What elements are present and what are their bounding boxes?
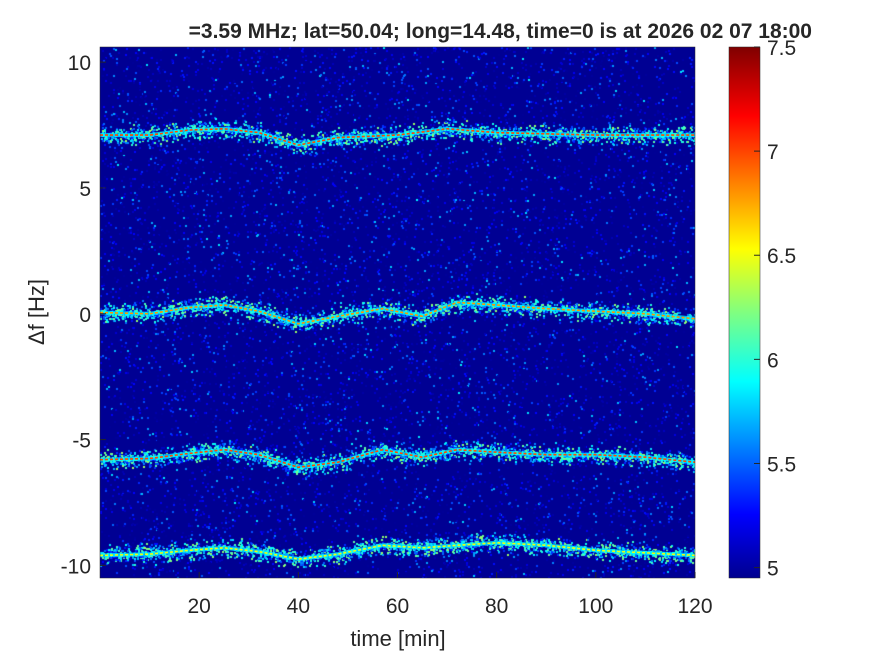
x-axis: 20 40 60 80 100 120 [187,572,713,618]
y-tick-label: 0 [79,304,91,327]
colorbar-tick-label: 6.5 [767,245,796,268]
colorbar-tick-label: 7 [767,141,779,164]
y-axis-label: Δf [Hz] [24,279,49,345]
ridge-line-0 [100,127,695,146]
colorbar-tick-label: 5 [767,558,779,581]
y-tick-label: 10 [68,52,91,75]
x-tick-label: 40 [287,595,310,618]
ridge-line-3 [100,541,695,560]
chart-title: =3.59 MHz; lat=50.04; long=14.48, time=0… [189,20,812,43]
colorbar-tick-label: 5.5 [767,453,796,476]
colorbar-tick-label: 6 [767,349,779,372]
ridge-halo-3 [100,540,695,562]
x-tick-label: 20 [187,595,210,618]
x-axis-label: time [min] [350,626,445,651]
ridge-line-2 [100,448,695,469]
y-axis: -10 -5 0 5 10 [61,52,106,578]
ridge-halo-0 [100,126,695,148]
x-tick-label: 80 [485,595,508,618]
colorbar [728,46,761,579]
y-tick-label: -5 [72,430,91,453]
colorbar-tick-label: 7.5 [767,37,796,60]
x-tick-label: 120 [677,595,712,618]
colorbar-ticks: 5 5.5 6 6.5 7 7.5 [754,37,796,581]
ridge-line-1 [100,301,695,325]
y-tick-label: 5 [79,178,91,201]
x-tick-label: 100 [578,595,613,618]
ridge-halo-1 [100,300,695,326]
y-tick-label: -10 [61,555,91,578]
ridges [100,126,695,562]
x-tick-label: 60 [386,595,409,618]
